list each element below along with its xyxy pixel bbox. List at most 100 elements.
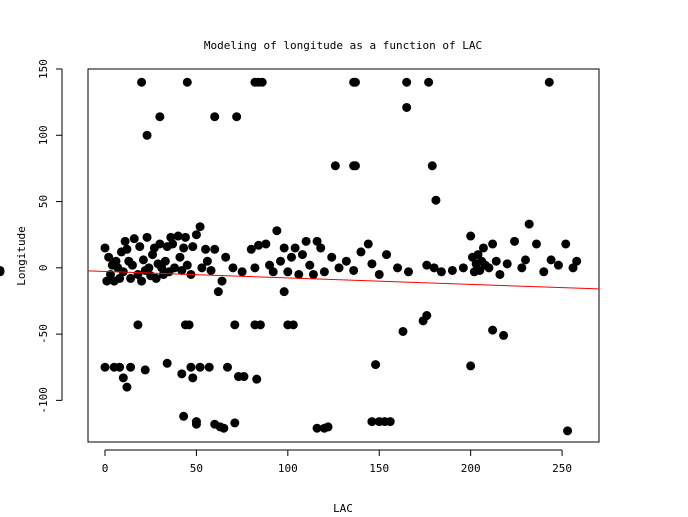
point	[169, 263, 179, 273]
point	[115, 362, 125, 372]
point	[195, 222, 205, 232]
point	[488, 239, 498, 249]
point	[265, 260, 275, 270]
point	[312, 236, 322, 246]
point	[230, 418, 240, 428]
point	[126, 362, 136, 372]
point	[402, 77, 412, 87]
x-axis-label: LAC	[333, 502, 353, 513]
y-tick-label: 0	[37, 265, 50, 272]
point	[255, 320, 265, 330]
point	[204, 362, 214, 372]
point	[210, 244, 220, 254]
point	[458, 263, 468, 273]
point	[510, 236, 520, 246]
point	[230, 320, 240, 330]
point	[202, 256, 212, 266]
point	[350, 161, 360, 171]
point	[402, 102, 412, 112]
point	[553, 260, 563, 270]
point	[288, 320, 298, 330]
point	[115, 273, 125, 283]
point	[237, 267, 247, 277]
chart-title: Modeling of longitude as a function of L…	[204, 39, 482, 52]
point	[160, 256, 170, 266]
point	[100, 243, 110, 253]
point	[319, 267, 329, 277]
point	[286, 252, 296, 262]
point	[436, 267, 446, 277]
point	[140, 365, 150, 375]
point	[491, 256, 501, 266]
point	[239, 372, 249, 382]
point	[367, 417, 377, 427]
point	[312, 423, 322, 433]
point	[217, 276, 227, 286]
point	[363, 239, 373, 249]
point	[175, 252, 185, 262]
point	[188, 373, 198, 383]
point	[502, 259, 512, 269]
point	[173, 231, 183, 241]
point	[327, 252, 337, 262]
point	[210, 112, 220, 122]
point	[221, 252, 231, 262]
x-tick-label: 150	[369, 462, 389, 475]
point	[427, 161, 437, 171]
point	[120, 236, 130, 246]
point	[308, 269, 318, 279]
point	[323, 422, 333, 432]
point	[398, 326, 408, 336]
point	[356, 247, 366, 257]
point	[232, 112, 242, 122]
point	[122, 244, 132, 254]
point	[188, 242, 198, 252]
point	[126, 273, 136, 283]
point	[524, 219, 534, 229]
y-tick-label: 50	[37, 195, 50, 208]
point	[118, 373, 128, 383]
regression-line	[87, 270, 600, 290]
point	[162, 358, 172, 368]
point	[219, 423, 229, 433]
point	[544, 77, 554, 87]
point	[350, 77, 360, 87]
point	[252, 374, 262, 384]
x-tick-label: 50	[190, 462, 203, 475]
point	[151, 273, 161, 283]
point	[478, 243, 488, 253]
point	[561, 239, 571, 249]
point	[283, 267, 293, 277]
point	[0, 265, 5, 275]
x-tick-label: 100	[278, 462, 298, 475]
point	[104, 252, 114, 262]
point	[182, 77, 192, 87]
point	[349, 265, 359, 275]
point	[563, 426, 573, 436]
point	[268, 267, 278, 277]
point	[197, 263, 207, 273]
point	[186, 362, 196, 372]
point	[191, 230, 201, 240]
point	[179, 411, 189, 421]
point	[177, 369, 187, 379]
point	[100, 362, 110, 372]
point	[195, 362, 205, 372]
point	[155, 239, 165, 249]
point	[385, 417, 395, 427]
point	[466, 361, 476, 371]
point	[371, 360, 381, 370]
point	[290, 243, 300, 253]
point	[246, 244, 256, 254]
x-tick-label: 200	[461, 462, 481, 475]
point	[422, 311, 432, 321]
y-tick-label: 150	[37, 59, 50, 79]
point	[473, 250, 483, 260]
point	[213, 287, 223, 297]
point	[531, 239, 541, 249]
point	[334, 263, 344, 273]
point	[316, 243, 326, 253]
point	[168, 239, 178, 249]
point	[447, 265, 457, 275]
